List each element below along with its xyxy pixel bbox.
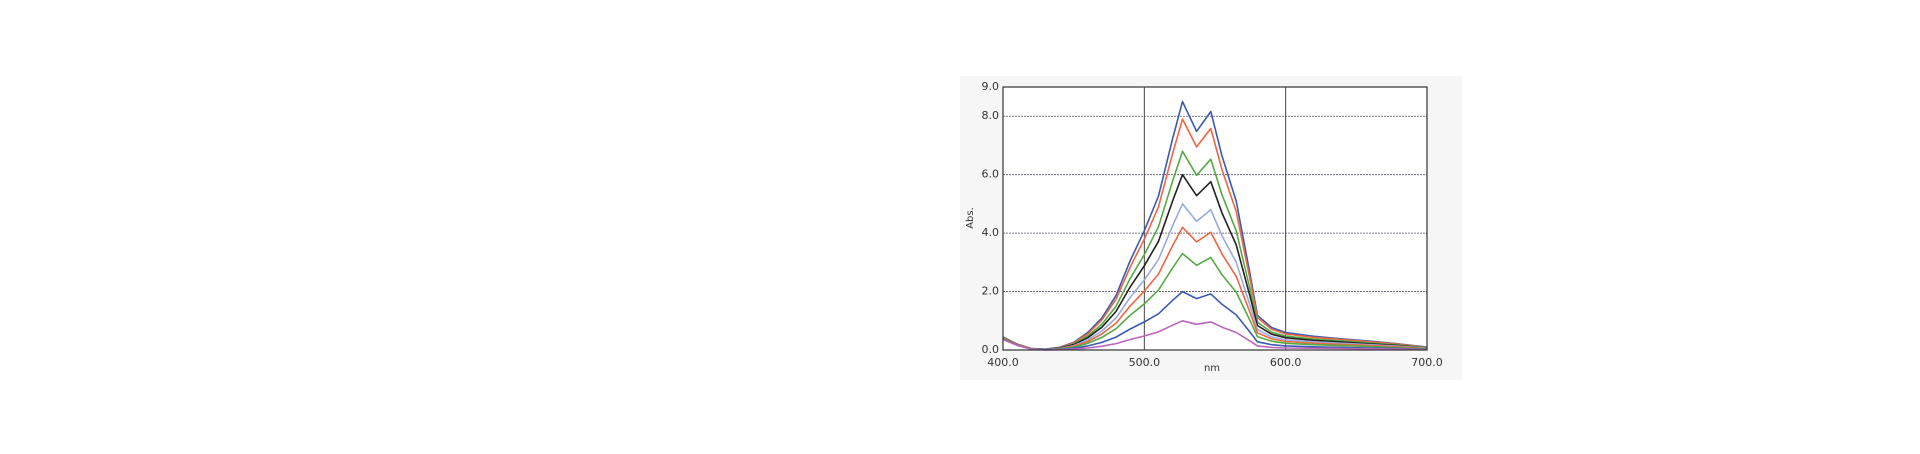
y-tick-label: 4.0	[982, 226, 1000, 239]
x-axis-label: nm	[1204, 363, 1220, 374]
x-tick-label: 400.0	[987, 356, 1019, 369]
y-tick-label: 6.0	[982, 168, 1000, 181]
y-tick-label: 9.0	[982, 80, 1000, 93]
plot-border	[1002, 86, 1428, 351]
x-tick-label: 500.0	[1129, 356, 1161, 369]
y-axis-label: Abs.	[965, 207, 976, 229]
x-tick-label: 700.0	[1411, 356, 1443, 369]
x-tick-label: 600.0	[1270, 356, 1302, 369]
y-tick-label: 2.0	[982, 285, 1000, 298]
y-tick-label: 8.0	[982, 109, 1000, 122]
y-tick-label: 0.0	[982, 343, 1000, 356]
